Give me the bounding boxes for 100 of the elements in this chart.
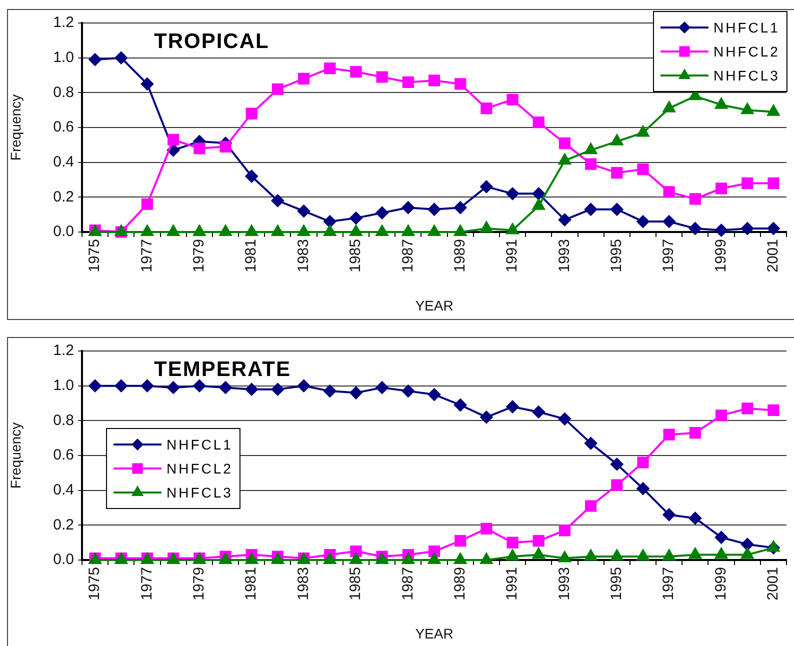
point bbox=[114, 51, 128, 64]
x-tick-label: 2001 bbox=[764, 239, 782, 272]
point bbox=[168, 134, 180, 146]
x-axis-title: YEAR bbox=[415, 297, 454, 314]
y-tick-label: 1.0 bbox=[53, 48, 74, 66]
point bbox=[297, 379, 310, 392]
x-tick-label: 1993 bbox=[556, 239, 573, 272]
x-tick-label: 1983 bbox=[294, 239, 312, 272]
point bbox=[636, 215, 650, 228]
point bbox=[323, 384, 336, 398]
point bbox=[454, 78, 466, 90]
point bbox=[194, 142, 206, 154]
y-tick-label: 1.2 bbox=[53, 14, 74, 32]
point bbox=[688, 222, 702, 236]
y-tick-label: 0.4 bbox=[53, 481, 74, 498]
point bbox=[558, 137, 571, 149]
point bbox=[480, 180, 493, 194]
point bbox=[271, 194, 284, 208]
point bbox=[350, 66, 362, 78]
x-tick-label: 1979 bbox=[190, 567, 208, 600]
point bbox=[532, 547, 546, 559]
point bbox=[636, 549, 650, 561]
x-axis-title: YEAR bbox=[415, 625, 454, 642]
point bbox=[532, 116, 544, 128]
point bbox=[297, 204, 310, 218]
x-tick-label: 1977 bbox=[138, 239, 156, 272]
x-tick-label: 1981 bbox=[242, 567, 260, 600]
point bbox=[402, 76, 414, 88]
point bbox=[480, 410, 493, 424]
y-tick-label: 0.8 bbox=[53, 412, 74, 429]
x-tick-label: 1989 bbox=[451, 567, 468, 600]
x-tick-label: 1975 bbox=[86, 239, 104, 272]
point bbox=[637, 163, 649, 176]
point bbox=[688, 547, 702, 559]
x-tick-label: 1987 bbox=[399, 567, 416, 600]
point bbox=[742, 402, 754, 414]
y-tick-label: 0.0 bbox=[53, 223, 74, 240]
point bbox=[219, 381, 232, 394]
legend-label: NHFCL3 bbox=[166, 484, 233, 500]
y-tick-label: 0.6 bbox=[53, 446, 74, 464]
point bbox=[766, 222, 780, 236]
y-axis-title: Frequency bbox=[7, 422, 24, 489]
point bbox=[662, 508, 676, 522]
point bbox=[584, 436, 598, 450]
point bbox=[584, 549, 598, 561]
x-tick-label: 1987 bbox=[399, 239, 416, 272]
legend-label: NHFCL2 bbox=[166, 460, 233, 476]
point bbox=[246, 108, 258, 120]
point bbox=[688, 512, 702, 525]
point bbox=[715, 410, 728, 422]
point bbox=[428, 202, 441, 216]
point bbox=[298, 72, 310, 85]
point bbox=[715, 182, 728, 194]
x-tick-label: 1997 bbox=[660, 567, 678, 600]
y-tick-label: 0.0 bbox=[53, 551, 74, 568]
point bbox=[506, 94, 518, 106]
point bbox=[454, 552, 467, 564]
point bbox=[349, 552, 363, 564]
y-tick-label: 0.6 bbox=[53, 118, 74, 136]
point bbox=[558, 213, 572, 226]
legend-label: NHFCL1 bbox=[714, 19, 780, 36]
x-tick-label: 1975 bbox=[86, 567, 104, 600]
point bbox=[376, 381, 389, 394]
point bbox=[742, 177, 754, 190]
point bbox=[558, 550, 572, 562]
point bbox=[740, 222, 754, 236]
legend-label: NHFCL2 bbox=[714, 43, 780, 60]
point bbox=[428, 552, 441, 564]
y-tick-label: 0.4 bbox=[53, 153, 74, 170]
point bbox=[480, 102, 492, 114]
point bbox=[714, 547, 728, 559]
point bbox=[532, 535, 544, 547]
point bbox=[663, 186, 675, 198]
point bbox=[532, 405, 546, 418]
point bbox=[662, 215, 676, 228]
point bbox=[636, 482, 650, 496]
point bbox=[220, 140, 232, 152]
point bbox=[166, 381, 180, 394]
chart-title: TROPICAL bbox=[154, 30, 270, 53]
point bbox=[141, 198, 154, 210]
point bbox=[506, 549, 520, 561]
point bbox=[376, 71, 388, 83]
point bbox=[88, 53, 102, 66]
legend-label: NHFCL3 bbox=[714, 67, 780, 84]
y-tick-label: 1.2 bbox=[53, 342, 74, 360]
point bbox=[323, 552, 336, 564]
point bbox=[585, 158, 597, 170]
point bbox=[428, 388, 441, 402]
x-tick-label: 1983 bbox=[294, 567, 312, 600]
point bbox=[376, 206, 389, 220]
point bbox=[663, 428, 675, 440]
x-tick-label: 1979 bbox=[190, 239, 208, 272]
point bbox=[271, 382, 284, 396]
y-tick-label: 0.2 bbox=[53, 516, 74, 534]
point bbox=[245, 170, 258, 183]
x-tick-label: 1999 bbox=[712, 567, 730, 600]
point bbox=[454, 398, 467, 412]
point bbox=[714, 530, 728, 544]
point bbox=[506, 400, 520, 414]
x-tick-label: 1991 bbox=[504, 239, 521, 272]
